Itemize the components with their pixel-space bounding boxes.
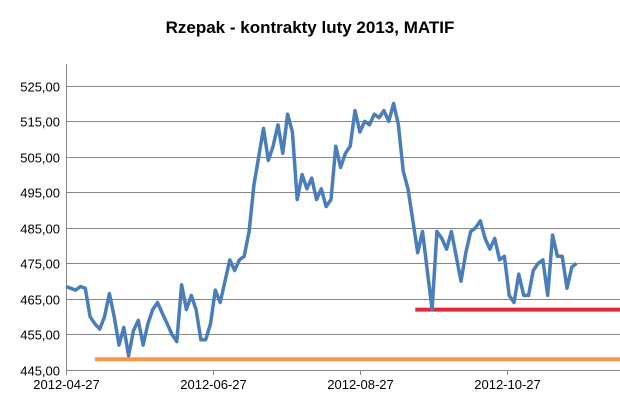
y-tick-label: 495,00 <box>20 186 60 201</box>
x-tick-label: 2012-08-27 <box>327 377 394 392</box>
price-line <box>65 101 578 358</box>
x-tick-label: 2012-06-27 <box>180 377 247 392</box>
y-tick-labels: 525,00 515,00 505,00 495,00 485,00 475,00 465,… <box>20 80 60 379</box>
axes <box>66 64 620 375</box>
y-tick-label: 515,00 <box>20 115 60 130</box>
y-tick-label: 525,00 <box>20 80 60 95</box>
x-tick-labels: 2012-04-27 2012-06-27 2012-08-27 2012-10-27 <box>33 377 541 392</box>
series-group <box>65 101 620 362</box>
y-tick-label: 445,00 <box>20 364 60 379</box>
chart-title: Rzepak - kontrakty luty 2013, MATIF <box>165 18 455 37</box>
x-tick-label: 2012-04-27 <box>33 377 100 392</box>
x-tick-label: 2012-10-27 <box>474 377 541 392</box>
y-tick-label: 465,00 <box>20 293 60 308</box>
y-tick-label: 475,00 <box>20 257 60 272</box>
gridlines <box>66 86 620 371</box>
y-tick-label: 455,00 <box>20 328 60 343</box>
y-tick-label: 505,00 <box>20 151 60 166</box>
y-tick-label: 485,00 <box>20 222 60 237</box>
